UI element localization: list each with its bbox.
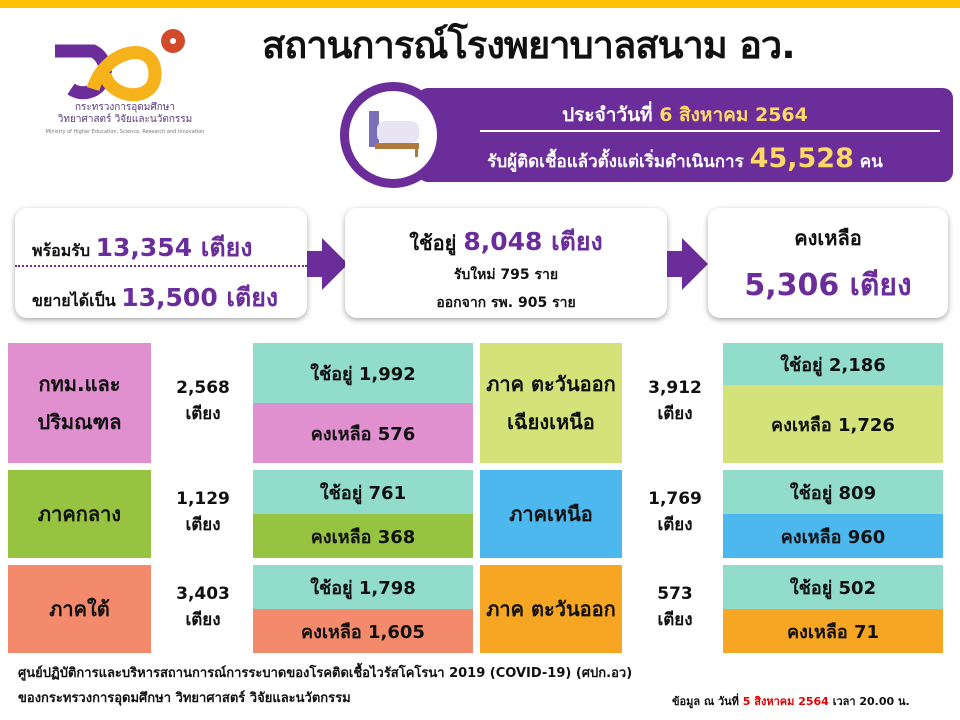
remaining-label: คงเหลือ (794, 226, 862, 250)
used-value: 8,048 เตียง (463, 227, 603, 256)
region-beds-value: 573 (657, 584, 693, 604)
report-date: ประจำวันที่ 6 สิงหาคม 2564 (440, 100, 930, 130)
region-name-box: ภาคเหนือ (480, 470, 622, 558)
arrow-right-icon (682, 238, 708, 290)
region-remaining: คงเหลือ 960 (723, 514, 943, 558)
region-beds-unit: เตียง (185, 515, 221, 535)
asof-date: 5 สิงหาคม 2564 (742, 695, 829, 708)
region-name-box: ภาคใต้ (8, 565, 151, 653)
remaining-card (708, 208, 948, 318)
logo-text-th-2: วิทยาศาสตร์ วิจัยและนวัตกรรม (57, 114, 193, 125)
capacity-card (15, 208, 307, 318)
ready-value: 13,354 เตียง (95, 233, 253, 262)
footer-organization: ศูนย์ปฏิบัติการและบริหารสถานการณ์การระบา… (18, 666, 633, 681)
page-title: สถานการณ์โรงพยาบาลสนาม อว. (262, 23, 796, 67)
asof-prefix: ข้อมูล ณ วันที่ (672, 695, 739, 708)
remaining-value: 5,306 เตียง (744, 268, 912, 303)
total-admitted: รับผู้ติดเชื้อแล้วตั้งแต่เริ่มดำเนินการ … (430, 143, 940, 175)
region-name: ภาค ตะวันออก เฉียงเหนือ (486, 372, 616, 434)
region-used: ใช้อยู่ 761 (253, 470, 473, 514)
region-used: ใช้อยู่ 809 (723, 470, 943, 514)
logo-text-th-1: กระทรวงการอุดมศึกษา (75, 102, 175, 113)
arrow-shaft-1 (307, 251, 323, 277)
asof-time: เวลา 20.00 น. (832, 695, 910, 708)
region-used: ใช้อยู่ 2,186 (723, 343, 943, 385)
ministry-logo (55, 29, 185, 102)
data-as-of: ข้อมูล ณ วันที่ 5 สิงหาคม 2564 เวลา 20.0… (672, 692, 910, 710)
region-beds: 573 เตียง (630, 581, 720, 633)
ready-label: พร้อมรับ (32, 241, 91, 260)
region-beds-value: 2,568 (176, 378, 230, 398)
footer-ministry: ของกระทรวงการอุดมศึกษา วิทยาศาสตร์ วิจัย… (18, 691, 351, 706)
top-bar (0, 0, 960, 8)
region-beds: 3,912 เตียง (630, 375, 720, 427)
bed-icon (340, 82, 446, 188)
region-remaining: คงเหลือ 368 (253, 514, 473, 558)
expand-label: ขยายได้เป็น (32, 291, 116, 310)
region-used: ใช้อยู่ 1,798 (253, 565, 473, 609)
region-beds-value: 3,403 (176, 584, 230, 604)
region-name: ภาคกลาง (37, 502, 122, 526)
date-prefix: ประจำวันที่ (562, 104, 653, 126)
new-admissions: รับใหม่ 795 ราย (453, 267, 559, 283)
region-used: ใช้อยู่ 1,992 (253, 343, 473, 403)
region-beds-unit: เตียง (657, 610, 693, 630)
total-value: 45,528 (749, 143, 854, 174)
region-name: ภาคเหนือ (509, 502, 593, 526)
total-unit: คน (859, 152, 883, 172)
region-remaining: คงเหลือ 1,726 (723, 385, 943, 463)
region-beds: 2,568 เตียง (158, 375, 248, 427)
ministry-name: กระทรวงการอุดมศึกษา วิทยาศาสตร์ วิจัยและ… (45, 102, 205, 138)
capacity-divider (15, 265, 307, 267)
region-name-box: ภาค ตะวันออก (480, 565, 622, 653)
total-prefix: รับผู้ติดเชื้อแล้วตั้งแต่เริ่มดำเนินการ (487, 152, 744, 172)
header-banner (418, 88, 953, 182)
region-name-box: ภาค ตะวันออก เฉียงเหนือ (480, 343, 622, 463)
logo-text-en: Ministry of Higher Education, Science, R… (45, 129, 205, 135)
used-label: ใช้อยู่ (409, 231, 457, 255)
region-beds-value: 3,912 (648, 378, 702, 398)
in-use: ใช้อยู่ 8,048 เตียง (345, 222, 667, 262)
in-use-card (345, 208, 667, 318)
region-beds-unit: เตียง (657, 404, 693, 424)
region-beds: 1,769 เตียง (630, 486, 720, 538)
region-used: ใช้อยู่ 502 (723, 565, 943, 609)
region-remaining: คงเหลือ 71 (723, 609, 943, 653)
region-beds-unit: เตียง (185, 610, 221, 630)
expand-value: 13,500 เตียง (121, 283, 279, 312)
region-beds: 1,129 เตียง (158, 486, 248, 538)
region-name-box: กทม.และ ปริมณฑล (8, 343, 151, 463)
arrow-right-icon (322, 238, 348, 290)
region-beds: 3,403 เตียง (158, 581, 248, 633)
region-name: ภาค ตะวันออก (486, 597, 616, 621)
date-value: 6 สิงหาคม 2564 (659, 104, 808, 126)
region-name-box: ภาคกลาง (8, 470, 151, 558)
ready-beds: พร้อมรับ 13,354 เตียง (32, 228, 252, 268)
region-beds-value: 1,129 (176, 489, 230, 509)
region-beds-unit: เตียง (185, 404, 221, 424)
discharged: ออกจาก รพ. 905 ราย (436, 295, 576, 311)
banner-divider (480, 130, 940, 132)
region-name: กทม.และ ปริมณฑล (37, 372, 122, 434)
region-name: ภาคใต้ (49, 597, 110, 621)
region-beds-value: 1,769 (648, 489, 702, 509)
arrow-shaft-2 (667, 251, 683, 277)
region-remaining: คงเหลือ 576 (253, 403, 473, 463)
region-remaining: คงเหลือ 1,605 (253, 609, 473, 653)
expandable-beds: ขยายได้เป็น 13,500 เตียง (32, 278, 278, 318)
region-beds-unit: เตียง (657, 515, 693, 535)
